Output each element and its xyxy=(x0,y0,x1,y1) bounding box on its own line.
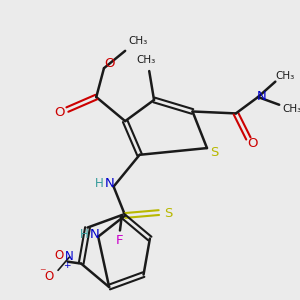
Text: O: O xyxy=(54,249,64,262)
Text: N: N xyxy=(89,228,99,241)
Text: CH₃: CH₃ xyxy=(128,36,147,46)
Text: CH₃: CH₃ xyxy=(275,71,295,81)
Text: +: + xyxy=(63,261,70,270)
Text: F: F xyxy=(116,234,124,247)
Text: S: S xyxy=(164,207,173,220)
Text: CH₃: CH₃ xyxy=(282,103,300,114)
Text: O: O xyxy=(104,57,115,70)
Text: N: N xyxy=(65,250,74,263)
Text: CH₃: CH₃ xyxy=(137,55,156,64)
Text: H: H xyxy=(95,177,103,190)
Text: O: O xyxy=(247,137,257,150)
Text: ⁻: ⁻ xyxy=(39,266,46,279)
Text: H: H xyxy=(80,228,88,241)
Text: N: N xyxy=(257,90,267,103)
Text: O: O xyxy=(54,106,65,119)
Text: S: S xyxy=(211,146,219,159)
Text: O: O xyxy=(45,270,54,283)
Text: N: N xyxy=(105,177,115,190)
